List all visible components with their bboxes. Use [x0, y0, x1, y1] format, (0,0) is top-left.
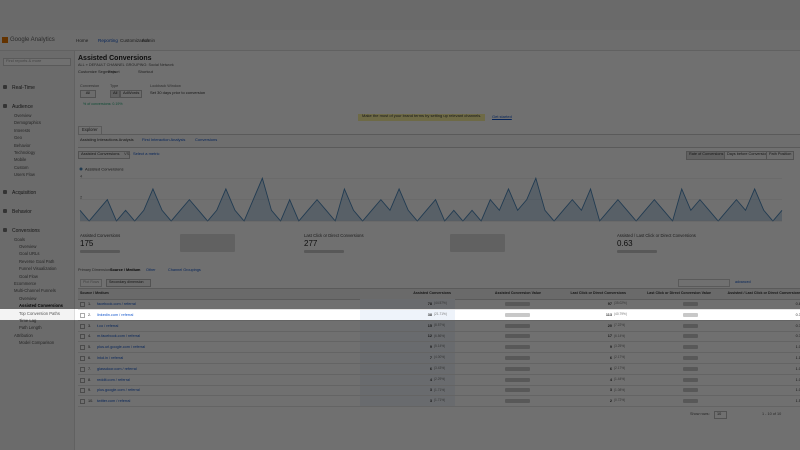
- overlay: [0, 319, 800, 450]
- nav-item[interactable]: Top Conversion Paths: [19, 310, 60, 316]
- source[interactable]: linkedin.com / referral: [97, 312, 134, 317]
- ratio: 0.34: [795, 312, 800, 317]
- overlay: [0, 0, 800, 309]
- assisted-share: (21.71%): [434, 312, 447, 316]
- last-click-share: (40.79%): [614, 312, 627, 316]
- last-click: 113: [605, 312, 612, 317]
- row-line: [78, 309, 800, 310]
- assisted: 38: [427, 312, 432, 317]
- blurred: [505, 312, 530, 317]
- blurred: [683, 312, 698, 317]
- row-index: 2.: [88, 312, 92, 317]
- checkbox[interactable]: [80, 312, 85, 318]
